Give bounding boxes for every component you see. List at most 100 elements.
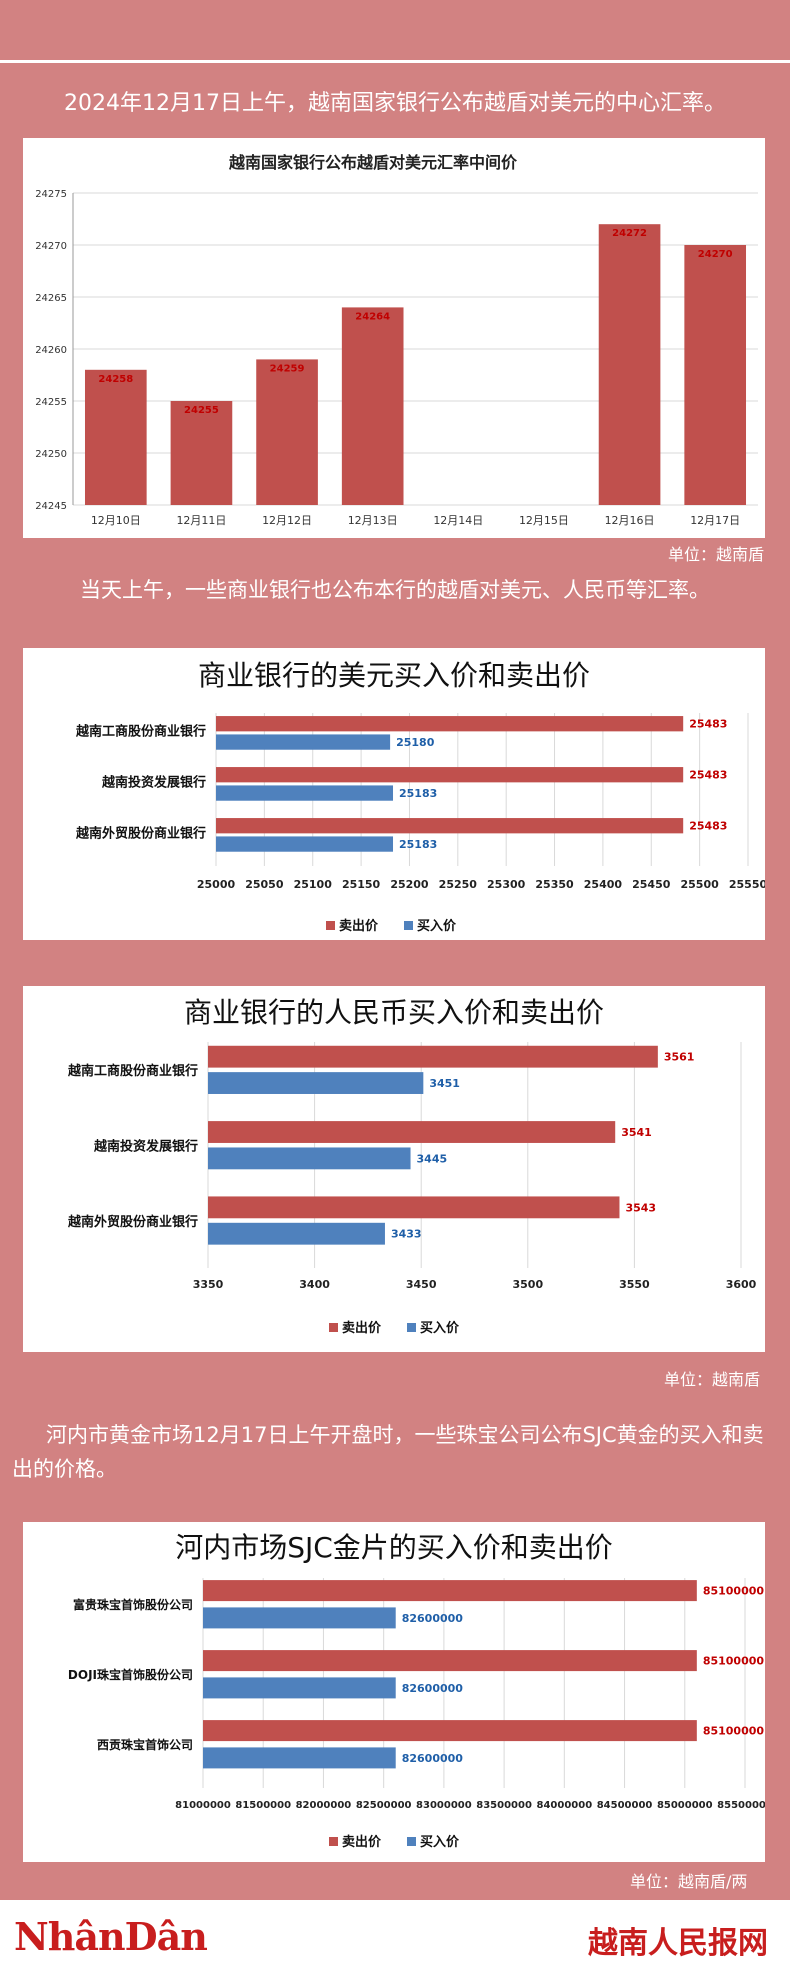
x-tick-label: 25300 xyxy=(487,878,526,891)
data-label-buy: 3451 xyxy=(429,1077,460,1090)
text-commercial-banks: 当天上午，一些商业银行也公布本行的越盾对美元、人民币等汇率。 xyxy=(80,578,710,602)
x-tick-label: 3500 xyxy=(512,1278,543,1291)
y-tick-label: 24275 xyxy=(35,189,67,200)
chart-panel-cny: 商业银行的人民币买入价和卖出价 3350 3400 3450 3500 3550 3600 越… xyxy=(23,986,765,1352)
legend-label-sell: 卖出价 xyxy=(339,918,379,934)
data-label-buy: 25183 xyxy=(399,787,437,800)
bar-buy xyxy=(208,1072,424,1094)
data-label: 24258 xyxy=(98,374,133,385)
x-tick-label: 3450 xyxy=(406,1278,437,1291)
x-tick-label: 83000000 xyxy=(416,1800,472,1811)
bar-sell xyxy=(203,1650,697,1672)
legend-swatch-sell xyxy=(326,921,335,930)
bar xyxy=(84,369,147,505)
category-label: 富贵珠宝首饰股份公司 xyxy=(73,1597,193,1612)
chart-title: 越南国家银行公布越盾对美元汇率中间价 xyxy=(228,153,518,172)
data-label-sell: 3543 xyxy=(625,1201,656,1214)
x-tick-label: 12月14日 xyxy=(433,514,483,527)
data-label-buy: 25180 xyxy=(396,736,435,749)
x-tick-label: 12月17日 xyxy=(690,514,740,527)
footer: NhânDân 越南人民报网 xyxy=(0,1900,790,1975)
site-logo[interactable]: 越南人民报网 xyxy=(588,1926,768,1961)
data-label: 24270 xyxy=(698,249,733,260)
legend-swatch-buy xyxy=(404,921,413,930)
chart-panel-gold: 河内市场SJC金片的买入价和卖出价 81000000 81500000 8200000… xyxy=(23,1522,773,1862)
x-tick-label: 82500000 xyxy=(356,1800,412,1811)
x-tick-label: 84000000 xyxy=(536,1800,592,1811)
y-tick-label: 24270 xyxy=(35,241,67,252)
bar-buy xyxy=(203,1747,396,1769)
category-label: 西贡珠宝首饰公司 xyxy=(97,1737,193,1752)
bar-buy xyxy=(216,785,394,801)
gold-chart: 河内市场SJC金片的买入价和卖出价 81000000 81500000 8200000… xyxy=(68,1531,773,1850)
x-tick-label: 12月16日 xyxy=(605,514,655,527)
bar-sell xyxy=(208,1045,658,1068)
unit-label-2: 单位：越南盾 xyxy=(664,1370,761,1389)
bar xyxy=(256,359,318,505)
text-gold: 河内市黄金市场12月17日上午开盘时，一些珠宝公司公布SJC黄金的买入和卖出的价… xyxy=(12,1423,764,1481)
bar-sell xyxy=(208,1196,620,1219)
data-label-sell: 3541 xyxy=(621,1126,652,1139)
unit-label-1: 单位：越南盾 xyxy=(668,545,765,564)
bar-sell xyxy=(216,818,684,834)
x-tick-label: 25400 xyxy=(584,878,623,891)
chart-panel-central-rate: 越南国家银行公布越盾对美元汇率中间价 24245 24250 24255 24260 24… xyxy=(23,138,765,538)
chart-title: 河内市场SJC金片的买入价和卖出价 xyxy=(175,1531,613,1564)
x-tick-label: 82000000 xyxy=(296,1800,352,1811)
x-tick-label: 25450 xyxy=(632,878,671,891)
usd-chart: 商业银行的美元买入价和卖出价 25000 25050 25100 25150 25200 2… xyxy=(75,659,767,934)
y-tick-label: 24265 xyxy=(35,293,67,304)
bar-sell xyxy=(208,1121,616,1143)
legend-label-buy: 买入价 xyxy=(417,919,457,934)
data-label-sell: 85100000 xyxy=(703,1725,765,1738)
x-tick-label: 12月13日 xyxy=(348,514,398,527)
x-tick-label: 12月12日 xyxy=(262,514,312,527)
x-tick-label: 84500000 xyxy=(597,1800,653,1811)
category-label: 越南投资发展银行 xyxy=(93,1138,198,1154)
data-label: 24272 xyxy=(612,228,647,239)
x-tick-label: 25250 xyxy=(439,878,478,891)
bar xyxy=(598,224,661,505)
chart-panel-usd: 商业银行的美元买入价和卖出价 25000 25050 25100 25150 25200 2… xyxy=(23,648,767,940)
category-label: 越南投资发展银行 xyxy=(101,774,206,790)
data-label-buy: 25183 xyxy=(399,838,437,851)
nhandan-logo[interactable]: NhânDân xyxy=(14,1914,208,1959)
x-tick-label: 3400 xyxy=(299,1278,330,1291)
bar xyxy=(684,245,747,505)
x-tick-label: 81000000 xyxy=(175,1800,231,1811)
legend-swatch-sell xyxy=(329,1837,338,1846)
data-label-buy: 3433 xyxy=(391,1228,422,1241)
bar-buy xyxy=(203,1677,396,1699)
data-label-sell: 25483 xyxy=(689,718,727,731)
bar-buy xyxy=(203,1607,396,1629)
bar-sell xyxy=(203,1720,697,1742)
data-label-sell: 3561 xyxy=(664,1051,695,1064)
data-label: 24264 xyxy=(355,311,390,322)
data-label-sell: 85100000 xyxy=(703,1655,765,1668)
data-label-sell: 85100000 xyxy=(703,1585,765,1598)
category-label: DOJI珠宝首饰股份公司 xyxy=(68,1667,193,1682)
data-label-buy: 3445 xyxy=(417,1152,448,1165)
x-tick-label: 25350 xyxy=(535,878,574,891)
bar-buy xyxy=(208,1147,411,1170)
bar-buy xyxy=(208,1222,385,1245)
category-label: 越南外贸股份商业银行 xyxy=(67,1214,198,1230)
x-tick-label: 12月15日 xyxy=(519,514,569,527)
bar-sell xyxy=(203,1580,697,1602)
legend-label-buy: 买入价 xyxy=(420,1835,460,1850)
y-tick-label: 24260 xyxy=(35,345,67,356)
legend-swatch-buy xyxy=(407,1323,416,1332)
x-tick-label: 12月10日 xyxy=(91,514,141,527)
top-divider xyxy=(0,60,790,63)
bar xyxy=(170,401,233,505)
x-tick-label: 25100 xyxy=(294,878,333,891)
unit-label-3: 单位：越南盾/两 xyxy=(630,1872,748,1891)
chart-title: 商业银行的美元买入价和卖出价 xyxy=(198,659,590,692)
x-tick-label: 25500 xyxy=(680,878,719,891)
x-tick-label: 25550 xyxy=(729,878,765,891)
bar-sell xyxy=(216,716,684,732)
data-label-buy: 82600000 xyxy=(402,1612,464,1625)
bar-sell xyxy=(216,767,684,783)
x-tick-label: 25000 xyxy=(197,878,236,891)
x-tick-label: 81500000 xyxy=(235,1800,291,1811)
